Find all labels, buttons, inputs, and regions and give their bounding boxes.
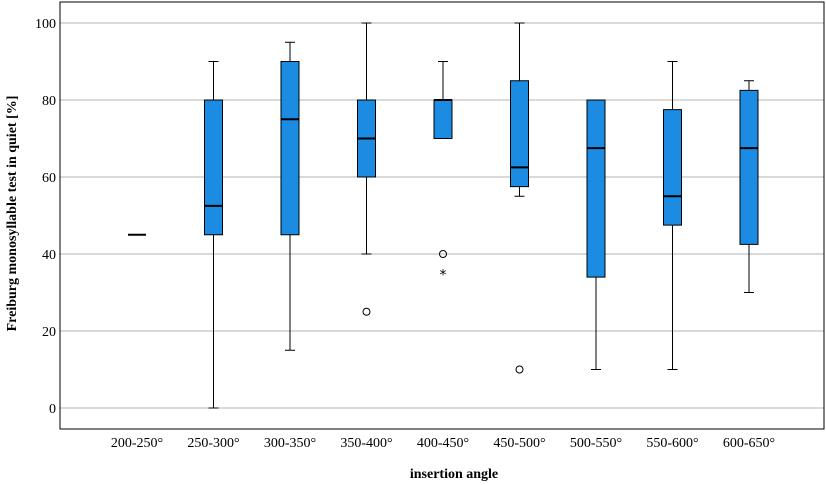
y-tick-label: 100 — [35, 17, 56, 32]
x-tick-label: 300-350° — [264, 436, 316, 451]
x-tick-label: 600-650° — [723, 436, 775, 451]
box-6 — [586, 99, 606, 370]
y-tick-label: 0 — [49, 402, 56, 417]
iqr-box — [280, 61, 300, 236]
iqr-box — [586, 99, 606, 278]
y-tick-label: 20 — [42, 325, 56, 340]
iqr-box — [204, 99, 223, 236]
x-tick-label: 250-300° — [187, 436, 239, 451]
plot-frame — [59, 1, 825, 430]
y-tick-label: 80 — [42, 94, 56, 109]
box-8 — [739, 80, 759, 293]
x-tick-label: 350-400° — [340, 436, 392, 451]
iqr-box — [739, 89, 759, 245]
x-tick-label: 500-550° — [570, 436, 622, 451]
x-tick-label: 400-450° — [417, 436, 469, 451]
y-tick-label: 60 — [42, 171, 56, 186]
iqr-box — [663, 109, 682, 226]
iqr-box — [433, 99, 453, 139]
x-axis-title: insertion angle — [410, 467, 498, 482]
box-3 — [357, 22, 376, 316]
box-1 — [204, 61, 223, 409]
outlier-point — [362, 307, 371, 316]
x-tick-labels: 200-250° 250-300° 300-350° 350-400° 400-450°… — [111, 436, 775, 451]
x-tick-label: 550-600° — [646, 436, 698, 451]
y-axis-title: Freiburg monosyllable test in quiet [%] — [5, 96, 20, 332]
box-7 — [663, 61, 682, 370]
x-tick-label: 200-250° — [111, 436, 163, 451]
outlier-point — [439, 250, 447, 258]
x-tick-label: 450-500° — [493, 436, 545, 451]
y-tick-label: 40 — [42, 248, 56, 263]
box-5 — [510, 22, 529, 374]
outlier-point — [515, 365, 524, 374]
gridlines — [60, 22, 824, 409]
iqr-box — [510, 80, 529, 188]
y-tick-labels: 0 20 40 60 80 100 — [35, 17, 56, 417]
boxes: * — [128, 22, 759, 409]
box-4: * — [433, 61, 453, 283]
box-2 — [280, 41, 300, 351]
extreme-point: * — [440, 267, 447, 283]
